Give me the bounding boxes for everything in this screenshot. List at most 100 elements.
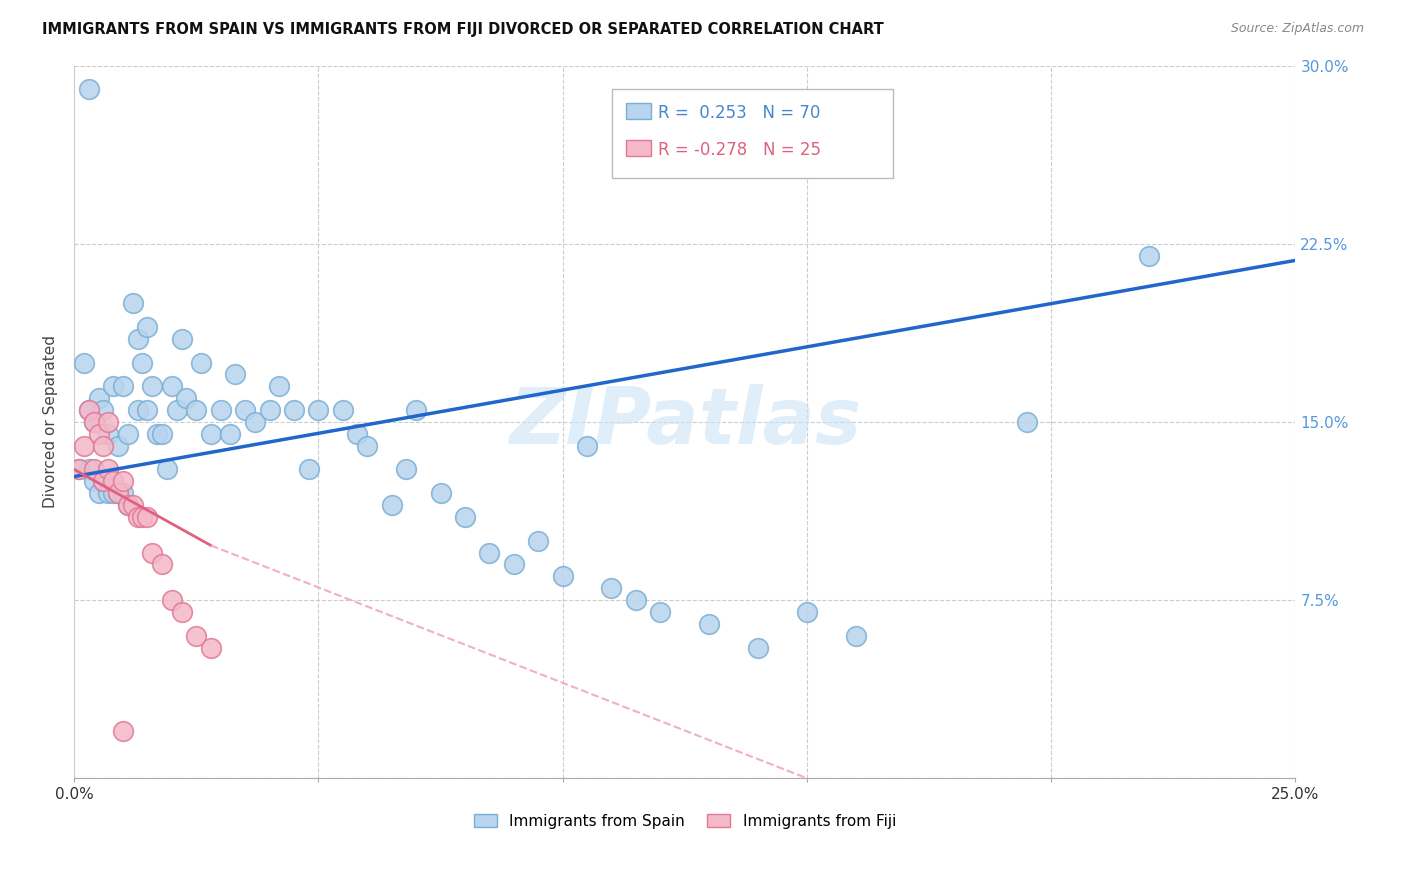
Point <box>83 415 105 429</box>
Point <box>160 379 183 393</box>
Point <box>97 462 120 476</box>
Point <box>747 640 769 655</box>
Point <box>243 415 266 429</box>
Point <box>101 379 124 393</box>
Point <box>478 545 501 559</box>
Point <box>93 439 115 453</box>
Point <box>107 486 129 500</box>
Y-axis label: Divorced or Separated: Divorced or Separated <box>44 335 58 508</box>
Point <box>269 379 291 393</box>
Point <box>111 475 134 489</box>
Point <box>136 403 159 417</box>
Point <box>107 439 129 453</box>
Point <box>111 723 134 738</box>
Point <box>186 403 208 417</box>
Point <box>117 498 139 512</box>
Point <box>356 439 378 453</box>
Point <box>1015 415 1038 429</box>
Point <box>259 403 281 417</box>
Point <box>190 355 212 369</box>
Point <box>224 368 246 382</box>
Text: R =  0.253   N = 70: R = 0.253 N = 70 <box>658 104 820 122</box>
Point <box>101 475 124 489</box>
Point <box>141 379 163 393</box>
Point <box>405 403 427 417</box>
Point <box>186 629 208 643</box>
Point <box>845 629 868 643</box>
Point <box>429 486 451 500</box>
Point <box>346 426 368 441</box>
Point <box>83 415 105 429</box>
Point <box>67 462 90 476</box>
Point <box>73 439 96 453</box>
Point <box>650 605 672 619</box>
Text: Source: ZipAtlas.com: Source: ZipAtlas.com <box>1230 22 1364 36</box>
Point <box>283 403 305 417</box>
Point <box>796 605 818 619</box>
Point <box>307 403 329 417</box>
Point <box>150 558 173 572</box>
Point <box>97 415 120 429</box>
Point <box>87 486 110 500</box>
Point <box>77 462 100 476</box>
Point <box>131 355 153 369</box>
Point <box>121 498 143 512</box>
Point <box>297 462 319 476</box>
Point <box>87 391 110 405</box>
Point <box>551 569 574 583</box>
Point <box>127 510 149 524</box>
Point <box>1137 249 1160 263</box>
Point <box>93 403 115 417</box>
Point <box>101 486 124 500</box>
Point <box>200 426 222 441</box>
Point <box>97 426 120 441</box>
Point <box>136 319 159 334</box>
Point <box>111 379 134 393</box>
Point <box>73 355 96 369</box>
Point <box>121 296 143 310</box>
Point <box>527 533 550 548</box>
Point <box>77 403 100 417</box>
Point <box>209 403 232 417</box>
Point <box>170 605 193 619</box>
Point <box>83 475 105 489</box>
Point <box>127 332 149 346</box>
Point <box>697 616 720 631</box>
Point <box>93 475 115 489</box>
Point <box>395 462 418 476</box>
Point <box>117 498 139 512</box>
Point <box>136 510 159 524</box>
Point <box>176 391 198 405</box>
Point <box>83 462 105 476</box>
Point <box>150 426 173 441</box>
Legend: Immigrants from Spain, Immigrants from Fiji: Immigrants from Spain, Immigrants from F… <box>468 807 903 835</box>
Point <box>97 486 120 500</box>
Point <box>219 426 242 441</box>
Point <box>141 545 163 559</box>
Point <box>117 426 139 441</box>
Point <box>93 475 115 489</box>
Point <box>600 581 623 595</box>
Point <box>624 593 647 607</box>
Point <box>127 403 149 417</box>
Point <box>502 558 524 572</box>
Point <box>67 462 90 476</box>
Point <box>381 498 404 512</box>
Point <box>576 439 599 453</box>
Point <box>160 593 183 607</box>
Point <box>170 332 193 346</box>
Point <box>107 486 129 500</box>
Point <box>200 640 222 655</box>
Point <box>156 462 179 476</box>
Point <box>166 403 188 417</box>
Text: R = -0.278   N = 25: R = -0.278 N = 25 <box>658 141 821 159</box>
Point <box>111 486 134 500</box>
Point <box>146 426 169 441</box>
Point <box>332 403 354 417</box>
Text: ZIPatlas: ZIPatlas <box>509 384 860 460</box>
Point <box>131 510 153 524</box>
Text: IMMIGRANTS FROM SPAIN VS IMMIGRANTS FROM FIJI DIVORCED OR SEPARATED CORRELATION : IMMIGRANTS FROM SPAIN VS IMMIGRANTS FROM… <box>42 22 884 37</box>
Point <box>87 426 110 441</box>
Point <box>77 403 100 417</box>
Point <box>233 403 256 417</box>
